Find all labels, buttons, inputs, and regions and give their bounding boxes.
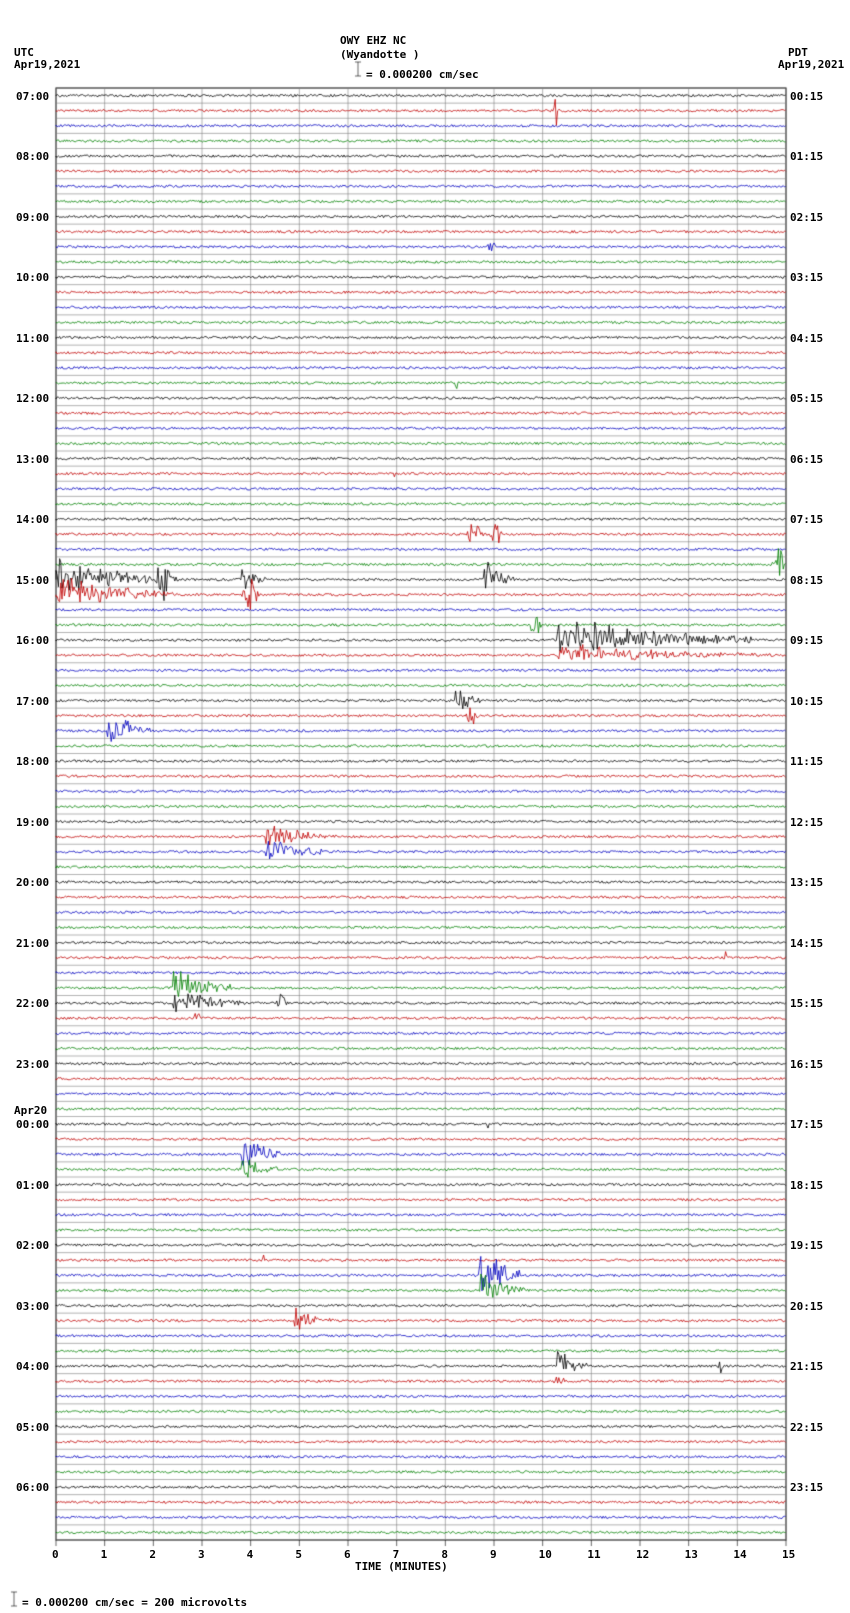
right-hour-label: 17:15 bbox=[790, 1118, 823, 1131]
left-hour-label: 02:00 bbox=[16, 1239, 49, 1252]
left-hour-label: 19:00 bbox=[16, 816, 49, 829]
left-hour-label: 07:00 bbox=[16, 90, 49, 103]
left-hour-label: 08:00 bbox=[16, 150, 49, 163]
right-hour-label: 10:15 bbox=[790, 695, 823, 708]
left-hour-label: 15:00 bbox=[16, 574, 49, 587]
right-hour-label: 02:15 bbox=[790, 211, 823, 224]
xtick-label: 5 bbox=[295, 1548, 302, 1561]
xtick-label: 9 bbox=[490, 1548, 497, 1561]
xtick-label: 11 bbox=[587, 1548, 600, 1561]
station-code: OWY EHZ NC bbox=[340, 34, 406, 47]
right-hour-label: 05:15 bbox=[790, 392, 823, 405]
left-hour-label: 14:00 bbox=[16, 513, 49, 526]
right-hour-label: 14:15 bbox=[790, 937, 823, 950]
left-hour-label: 03:00 bbox=[16, 1300, 49, 1313]
left-hour-label: 20:00 bbox=[16, 876, 49, 889]
seismogram-canvas bbox=[0, 0, 850, 1613]
right-hour-label: 19:15 bbox=[790, 1239, 823, 1252]
right-hour-label: 22:15 bbox=[790, 1421, 823, 1434]
xtick-label: 4 bbox=[247, 1548, 254, 1561]
xtick-label: 10 bbox=[539, 1548, 552, 1561]
left-hour-label: 21:00 bbox=[16, 937, 49, 950]
left-hour-label: 16:00 bbox=[16, 634, 49, 647]
xtick-label: 12 bbox=[636, 1548, 649, 1561]
left-hour-label: 05:00 bbox=[16, 1421, 49, 1434]
left-hour-label: 04:00 bbox=[16, 1360, 49, 1373]
left-hour-label: 13:00 bbox=[16, 453, 49, 466]
left-date: Apr19,2021 bbox=[14, 58, 80, 71]
right-hour-label: 01:15 bbox=[790, 150, 823, 163]
left-hour-label: 00:00 bbox=[16, 1118, 49, 1131]
right-hour-label: 23:15 bbox=[790, 1481, 823, 1494]
left-hour-label: 18:00 bbox=[16, 755, 49, 768]
left-hour-label: 01:00 bbox=[16, 1179, 49, 1192]
right-hour-label: 16:15 bbox=[790, 1058, 823, 1071]
xtick-label: 0 bbox=[52, 1548, 59, 1561]
xtick-label: 14 bbox=[733, 1548, 746, 1561]
left-hour-label: 11:00 bbox=[16, 332, 49, 345]
right-hour-label: 07:15 bbox=[790, 513, 823, 526]
xtick-label: 15 bbox=[782, 1548, 795, 1561]
right-hour-label: 20:15 bbox=[790, 1300, 823, 1313]
right-hour-label: 06:15 bbox=[790, 453, 823, 466]
right-hour-label: 13:15 bbox=[790, 876, 823, 889]
left-hour-label: 09:00 bbox=[16, 211, 49, 224]
right-hour-label: 09:15 bbox=[790, 634, 823, 647]
right-hour-label: 08:15 bbox=[790, 574, 823, 587]
left-hour-label: 22:00 bbox=[16, 997, 49, 1010]
left-hour-label: 23:00 bbox=[16, 1058, 49, 1071]
left-hour-label: 12:00 bbox=[16, 392, 49, 405]
right-hour-label: 03:15 bbox=[790, 271, 823, 284]
left-hour-label: 17:00 bbox=[16, 695, 49, 708]
right-hour-label: 18:15 bbox=[790, 1179, 823, 1192]
xtick-label: 3 bbox=[198, 1548, 205, 1561]
xtick-label: 6 bbox=[344, 1548, 351, 1561]
xtick-label: 2 bbox=[149, 1548, 156, 1561]
scale-marker-text: = 0.000200 cm/sec bbox=[366, 68, 479, 81]
station-name: (Wyandotte ) bbox=[340, 48, 419, 61]
right-hour-label: 12:15 bbox=[790, 816, 823, 829]
xtick-label: 1 bbox=[101, 1548, 108, 1561]
xaxis-label: TIME (MINUTES) bbox=[355, 1560, 448, 1573]
left-day2-label: Apr20 bbox=[14, 1104, 47, 1117]
left-hour-label: 06:00 bbox=[16, 1481, 49, 1494]
right-hour-label: 00:15 bbox=[790, 90, 823, 103]
right-date: Apr19,2021 bbox=[778, 58, 844, 71]
right-hour-label: 04:15 bbox=[790, 332, 823, 345]
right-hour-label: 15:15 bbox=[790, 997, 823, 1010]
right-hour-label: 21:15 bbox=[790, 1360, 823, 1373]
right-hour-label: 11:15 bbox=[790, 755, 823, 768]
xtick-label: 13 bbox=[685, 1548, 698, 1561]
seismogram-container: OWY EHZ NC (Wyandotte ) = 0.000200 cm/se… bbox=[0, 0, 850, 1613]
footer-scale: = 0.000200 cm/sec = 200 microvolts bbox=[22, 1596, 247, 1609]
left-hour-label: 10:00 bbox=[16, 271, 49, 284]
